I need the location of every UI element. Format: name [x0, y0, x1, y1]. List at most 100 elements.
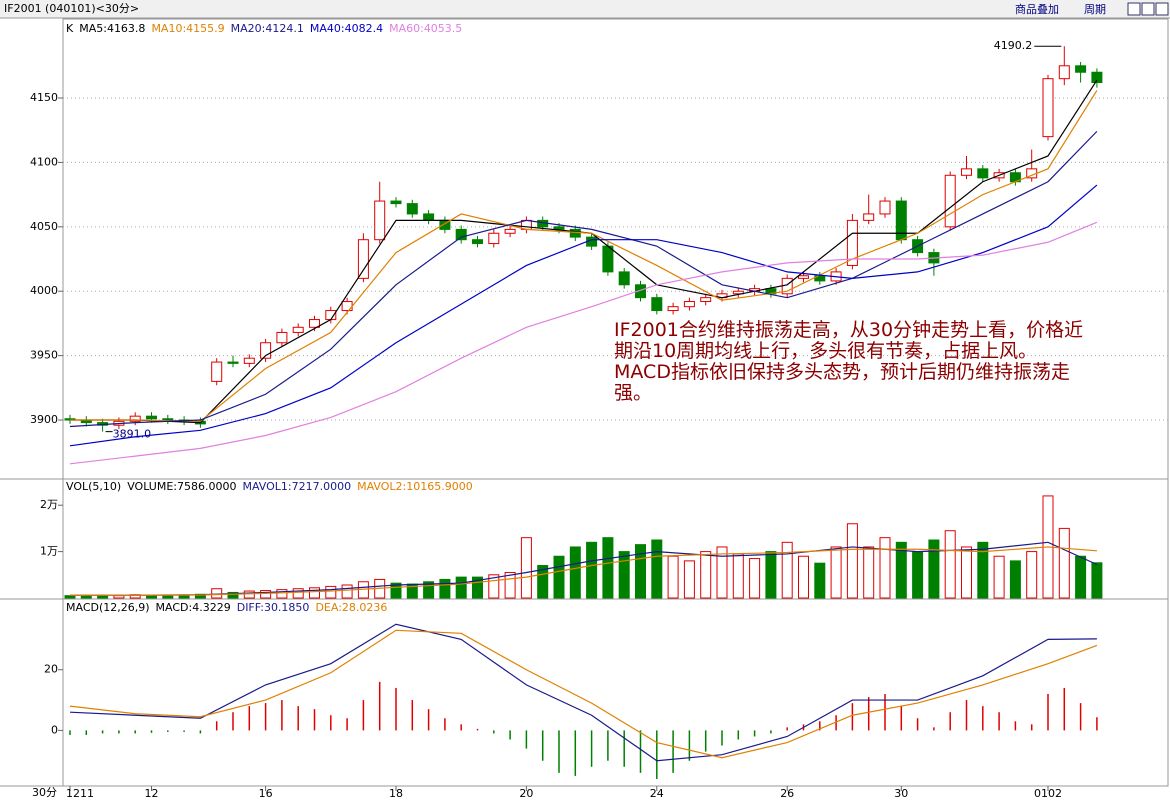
candle-body: [798, 275, 809, 279]
nav-left-icon[interactable]: [1127, 2, 1141, 16]
volume-bar: [472, 576, 483, 599]
legend-entry: DEA:28.0236: [315, 601, 387, 614]
volume-bar: [276, 589, 288, 599]
y-tick-label: 4100: [30, 155, 58, 168]
y-tick-label: 20: [44, 663, 58, 676]
volume-bar: [227, 591, 239, 599]
line: [69, 221, 1098, 465]
y-tick-label: 4150: [30, 91, 58, 104]
overlay-button[interactable]: 商品叠加: [1015, 2, 1059, 16]
candle-body: [390, 200, 402, 205]
candle-body: [129, 415, 141, 422]
candle-body: [276, 331, 288, 344]
volume-bar: [1075, 555, 1087, 599]
volume-bar: [781, 541, 793, 599]
x-tick-label: 24: [650, 787, 664, 800]
candle-body: [1091, 71, 1103, 84]
legend-entry: MA60:4053.5: [389, 22, 462, 35]
volume-bar: [765, 551, 777, 599]
volume-bar: [211, 588, 223, 599]
volume-bar: [1026, 551, 1038, 599]
nav-right-icon[interactable]: [1141, 2, 1155, 16]
candle-body: [569, 228, 581, 238]
candle-body: [1075, 65, 1087, 73]
volume-bar: [260, 590, 272, 599]
y-tick-label: 2万: [40, 498, 58, 511]
volume-bar: [243, 590, 255, 599]
volume-bar: [798, 555, 809, 599]
volume-bar: [635, 544, 646, 599]
volume-bar: [162, 595, 174, 599]
candle-body: [700, 297, 712, 303]
volume-bar: [830, 546, 842, 599]
candle-body: [455, 228, 467, 241]
volume-bar: [64, 595, 76, 599]
candle-body: [1058, 65, 1070, 80]
x-tick-label: 26: [780, 787, 794, 800]
candle-body: [472, 239, 483, 245]
volume-bar: [944, 530, 956, 599]
volume-bar: [928, 539, 940, 599]
volume-bar: [1091, 562, 1103, 599]
candle-body: [895, 200, 907, 241]
candle-body: [309, 319, 320, 328]
volume-bar: [846, 523, 858, 599]
x-tick-label: 30: [894, 787, 908, 800]
candle-body: [732, 290, 744, 295]
volume-bar: [325, 585, 337, 599]
volume-bar: [1009, 560, 1021, 599]
candle-body: [374, 200, 386, 241]
candle-body: [162, 418, 174, 421]
candle-body: [553, 226, 565, 230]
line: [70, 541, 1098, 596]
candle-body: [879, 200, 891, 215]
nav-end-icon[interactable]: [1155, 2, 1169, 16]
volume-bar: [390, 582, 402, 599]
candle-body: [423, 213, 435, 221]
volume-bar: [439, 578, 451, 599]
candle-body: [243, 357, 255, 364]
candle-body: [651, 297, 663, 312]
candle-body: [944, 174, 956, 228]
candle-body: [602, 245, 614, 273]
candle-body: [846, 219, 858, 266]
x-tick-label: 16: [259, 787, 273, 800]
candle-body: [977, 168, 989, 179]
volume-bar: [292, 588, 304, 599]
x-tick-label: 20: [519, 787, 533, 800]
period-label: 30分: [32, 786, 57, 799]
volume-bar: [586, 541, 598, 599]
legend-entry: MACD:4.3229: [156, 601, 231, 614]
candle-body: [1042, 78, 1054, 138]
candle-body: [961, 168, 972, 176]
volume-bar: [700, 551, 712, 599]
candle-body: [635, 284, 646, 299]
legend-entry: MAVOL1:7217.0000: [242, 480, 351, 493]
legend-entry: MA10:4155.9: [151, 22, 224, 35]
volume-bar: [667, 555, 679, 599]
volume-bar: [520, 537, 532, 599]
candle-body: [863, 213, 875, 221]
volume-bar: [618, 551, 630, 599]
instrument-title: IF2001 (040101)<30分>: [4, 2, 139, 15]
volume-bar: [1058, 527, 1070, 599]
volume-bar: [309, 587, 320, 599]
line: [69, 623, 1097, 762]
volume-bar: [488, 574, 500, 599]
candle-body: [292, 326, 304, 333]
candle-body: [341, 301, 353, 312]
legend-entry: MA40:4082.4: [310, 22, 383, 35]
period-button[interactable]: 周期: [1084, 3, 1106, 16]
volume-bar: [553, 555, 565, 599]
y-tick-label: 3900: [30, 413, 58, 426]
annotation-label: 4190.2: [994, 39, 1033, 52]
volume-bar: [912, 551, 924, 599]
legend-entry: DIFF:30.1850: [237, 601, 310, 614]
legend-entry: MA20:4124.1: [231, 22, 304, 35]
candle-body: [488, 232, 500, 245]
y-tick-label: 0: [51, 723, 58, 736]
volume-bar: [732, 553, 744, 599]
volume-bar: [113, 595, 125, 599]
volume-bar: [863, 546, 875, 599]
